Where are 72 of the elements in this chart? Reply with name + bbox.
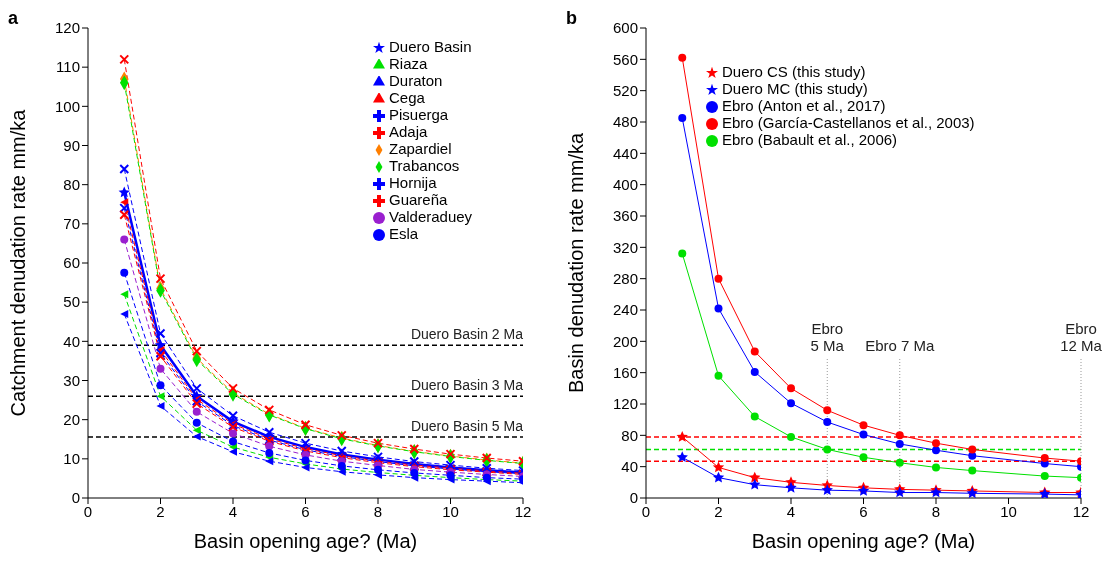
y-tick-label: 110	[56, 58, 80, 76]
x-tick-label: 4	[786, 502, 796, 520]
ref-line-label: Duero Basin 2 Ma	[410, 326, 524, 343]
x-tick-label: 0	[83, 502, 93, 520]
x-tick-label: 12	[1072, 502, 1090, 520]
y-tick-label: 90	[63, 136, 80, 154]
y-tick-label: 400	[612, 175, 638, 193]
y-tick-label: 440	[612, 144, 638, 162]
x-axis-title: Basin opening age? (Ma)	[193, 530, 418, 552]
legend-label: Valderaduey	[389, 208, 473, 225]
y-tick-label: 20	[63, 410, 80, 428]
legend-label: Duero Basin	[389, 38, 472, 55]
y-tick-label: 40	[63, 332, 80, 350]
ref-line-label: Duero Basin 3 Ma	[410, 377, 524, 394]
legend-label: Riaza	[389, 55, 428, 72]
y-axis-title: Catchment denudation rate mm/ka	[7, 108, 30, 417]
y-tick-label: 120	[54, 19, 80, 37]
legend-label: Duero CS (this study)	[722, 63, 866, 80]
x-tick-label: 4	[228, 502, 238, 520]
y-tick-label: 10	[63, 450, 80, 468]
y-tick-label: 480	[612, 113, 638, 131]
y-tick-label: 200	[612, 332, 638, 350]
chart-title: a	[8, 8, 19, 29]
legend-label: Duraton	[389, 72, 443, 89]
y-tick-label: 360	[612, 207, 638, 225]
ref-line-label: Duero Basin 5 Ma	[410, 417, 524, 434]
x-tick-label: 12	[514, 502, 532, 520]
x-tick-label: 0	[641, 502, 651, 520]
y-tick-label: 0	[71, 489, 80, 507]
legend-label: Guareña	[389, 191, 448, 208]
y-tick-label: 280	[612, 269, 638, 287]
x-tick-label: 6	[859, 502, 868, 520]
y-tick-label: 120	[612, 395, 638, 413]
legend-label: Pisuerga	[389, 106, 449, 123]
y-tick-label: 240	[612, 301, 638, 319]
y-tick-label: 100	[54, 97, 80, 115]
legend-label: Ebro (Anton et al., 2017)	[722, 97, 886, 114]
chart-title: b	[566, 8, 577, 29]
x-tick-label: 8	[373, 502, 383, 520]
legend-label: Ebro (García-Castellanos et al., 2003)	[722, 114, 975, 131]
x-tick-label: 10	[442, 502, 459, 520]
y-tick-label: 80	[621, 426, 638, 444]
y-tick-label: 560	[612, 50, 638, 68]
y-tick-label: 50	[63, 293, 80, 311]
y-tick-label: 80	[63, 175, 80, 193]
y-tick-label: 600	[612, 19, 638, 37]
y-tick-label: 520	[612, 81, 638, 99]
x-tick-label: 6	[301, 502, 310, 520]
legend-label: Hornija	[389, 174, 437, 191]
x-tick-label: 2	[156, 502, 165, 520]
ref-line-label: Ebro 12 Ma	[1060, 320, 1103, 354]
y-axis-title: Basin denudation rate mm/ka	[565, 132, 588, 394]
x-axis-title: Basin opening age? (Ma)	[751, 530, 976, 552]
legend-label: Trabancos	[389, 157, 460, 174]
y-tick-label: 30	[63, 371, 80, 389]
legend-label: Duero MC (this study)	[722, 80, 868, 97]
legend-label: Cega	[389, 89, 425, 106]
y-tick-label: 160	[612, 363, 638, 381]
ref-line-label: Ebro 5 Ma	[810, 320, 845, 354]
y-tick-label: 60	[63, 254, 80, 272]
ref-line-label: Ebro 7 Ma	[865, 337, 936, 354]
y-tick-label: 40	[621, 457, 638, 475]
legend-label: Ebro (Babault et al., 2006)	[722, 131, 898, 148]
x-tick-label: 8	[931, 502, 941, 520]
y-tick-label: 320	[612, 238, 638, 256]
y-tick-label: 70	[63, 215, 80, 233]
x-tick-label: 2	[714, 502, 723, 520]
y-tick-label: 0	[629, 489, 638, 507]
legend-label: Esla	[389, 225, 419, 242]
legend-label: Adaja	[389, 123, 428, 140]
x-tick-label: 10	[1000, 502, 1017, 520]
legend-label: Zapardiel	[389, 140, 452, 157]
